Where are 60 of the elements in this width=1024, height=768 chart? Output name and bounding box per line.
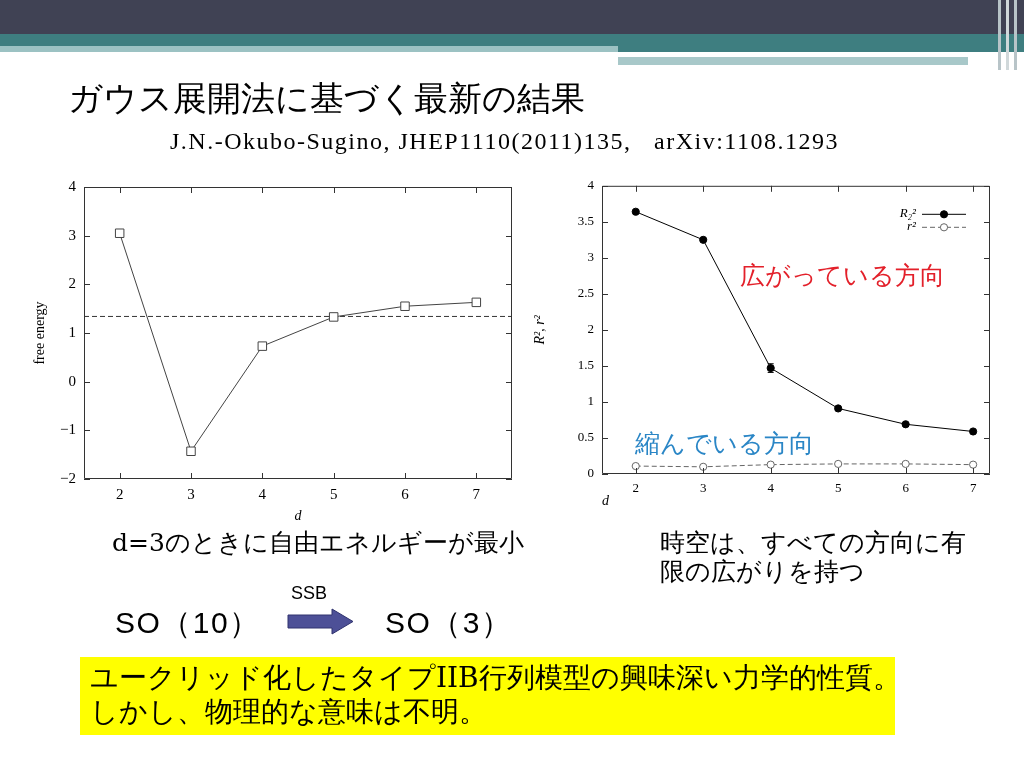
point	[631, 207, 640, 216]
text: SSB	[291, 583, 328, 604]
point	[699, 235, 708, 244]
x-tick-label: 5	[834, 480, 842, 496]
point	[969, 460, 978, 469]
y-tick-label: −2	[60, 469, 76, 486]
y-tick-label: 4	[587, 177, 595, 193]
point	[186, 446, 196, 456]
text: J.N.-Okubo-Sugino, JHEP1110(2011)135, arXiv:1108.1293	[170, 128, 839, 155]
text: d=3のときに自由エネルギーが最小	[112, 528, 525, 557]
x-tick-label: 7	[969, 480, 977, 496]
highlight-box: ユークリッド化したタイプIIB行列模型の興味深い力学的性質。 しかし、物理的な意味は不明。	[80, 657, 895, 735]
x-tick-label: 4	[767, 480, 775, 496]
x-tick-label: 6	[401, 485, 410, 502]
point	[901, 459, 910, 469]
x-tick-label: 4	[258, 485, 267, 502]
y-tick-label: 3.5	[577, 213, 594, 229]
point	[328, 312, 339, 322]
y-tick-label: 0	[587, 465, 594, 481]
point	[257, 341, 268, 351]
legend-label: R₂²	[898, 205, 918, 221]
x-tick-label: 7	[472, 485, 481, 502]
y-tick-label: 2.5	[577, 285, 594, 301]
point	[400, 301, 410, 311]
annotation: 広がっている方向	[740, 261, 945, 289]
y-tick-label: 1	[68, 323, 76, 340]
text: SO（10）	[115, 605, 261, 641]
y-tick-label: 1.5	[577, 357, 594, 373]
point	[969, 427, 978, 436]
x-tick-label: 2	[115, 485, 124, 502]
x-axis-title: d	[294, 508, 303, 524]
point	[834, 404, 843, 413]
point	[631, 461, 640, 471]
x-tick-label: 2	[632, 480, 639, 496]
text: 時空は、すべての方向に有限の広がりを持つ	[660, 528, 967, 586]
point	[471, 297, 482, 308]
x-tick-label: 3	[699, 480, 707, 496]
x-tick-label: 3	[187, 485, 195, 502]
x-tick-label: 6	[902, 480, 910, 496]
y-tick-label: 2	[68, 275, 76, 292]
y-tick-label: 2	[587, 321, 594, 337]
point	[834, 459, 843, 469]
y-tick-label: 1	[587, 393, 594, 409]
text: ガウス展開法に基づく最新の結果	[68, 77, 585, 120]
y-tick-label: −1	[60, 421, 76, 438]
point	[699, 462, 708, 471]
y-tick-label: 0	[68, 372, 76, 389]
point	[766, 460, 775, 469]
y-tick-label: 0.5	[577, 429, 594, 445]
point	[901, 420, 910, 429]
y-tick-label: 3	[68, 226, 76, 243]
y-axis-title: R², r²	[532, 314, 548, 346]
x-tick-label: 5	[329, 485, 338, 502]
y-axis-title: free energy	[32, 301, 48, 365]
text: SO（3）	[385, 605, 513, 641]
point	[114, 228, 125, 238]
y-tick-label: 3	[587, 249, 594, 265]
y-tick-label: 4	[68, 177, 77, 194]
annotation: 縮んでいる方向	[635, 429, 814, 457]
x-axis-title: d	[602, 493, 610, 509]
